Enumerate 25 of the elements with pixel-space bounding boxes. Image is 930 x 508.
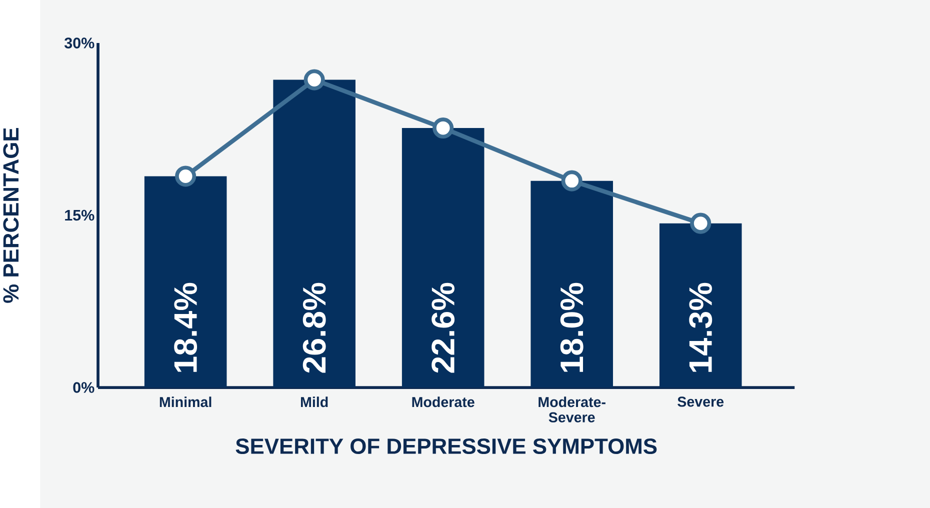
y-tick-label: 0% [73,382,94,393]
data-label: 18.0% [560,282,584,372]
point [304,69,325,90]
point [561,170,582,192]
bar [530,180,613,388]
x-axis-title: SEVERITY OF DEPRESSIVE SYMPTOMS [236,438,657,454]
point [690,212,712,234]
data-label: 18.4% [174,282,198,372]
bar [659,223,742,388]
point [432,117,454,139]
data-label: 26.8% [302,282,326,373]
data-label: 14.3% [689,282,712,372]
x-tick-label: Mild [300,396,328,408]
y-tick-label: 15% [65,210,94,221]
bar [273,80,356,388]
bar [144,176,227,388]
x-tick-label: Severe [678,396,724,407]
y-axis-title: % PERCENTAGE [3,128,19,303]
data-label: 22.6% [432,282,455,373]
x-tick-label: Minimal [160,396,212,408]
y-tick-label: 30% [64,38,94,48]
bar [402,128,484,388]
point [175,166,196,187]
x-tick-label: Moderate-Severe [538,396,606,422]
x-tick-label: Moderate [412,396,474,408]
